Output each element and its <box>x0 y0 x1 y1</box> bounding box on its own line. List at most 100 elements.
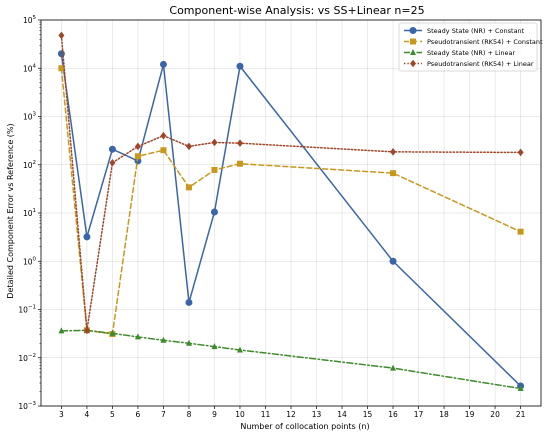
y-tick-label: 100 <box>23 256 37 266</box>
series-1-point <box>389 257 397 265</box>
y-tick-base: 10 <box>23 257 33 266</box>
series-4-point <box>109 158 116 167</box>
series-2-point <box>134 153 141 160</box>
legend-swatch-marker <box>410 59 416 68</box>
series-1-point <box>159 60 167 68</box>
series-2-point <box>236 160 243 167</box>
legend-label: Steady State (NR) + Constant <box>427 27 525 35</box>
x-tick-label: 4 <box>85 410 90 419</box>
y-axis-label: Detailed Component Error vs Reference (%… <box>6 123 15 298</box>
series-3-point <box>185 339 192 346</box>
series-4-point <box>83 326 90 335</box>
series-4-point <box>185 142 192 151</box>
series-4-point <box>390 148 397 156</box>
y-tick-exponent: 5 <box>33 15 37 21</box>
y-tick-label: 105 <box>23 15 37 25</box>
series-4-point <box>236 139 243 147</box>
x-tick-label: 21 <box>516 410 526 419</box>
x-tick-label: 19 <box>465 410 475 419</box>
legend: Steady State (NR) + Constant Pseudotransi… <box>398 22 543 72</box>
x-tick-label: 11 <box>261 410 271 419</box>
y-tick-exponent: 4 <box>33 63 37 69</box>
legend-label: Steady State (NR) + Linear <box>427 49 516 57</box>
series-1-point <box>83 233 91 241</box>
x-tick-label: 10 <box>235 410 245 419</box>
y-tick-label: 104 <box>23 63 37 73</box>
axis-ticks: 3 4 5 6 7 8 9 10 11 12 13 14 15 16 17 18 19 20 2110−310−21… <box>18 15 525 419</box>
x-tick-label: 20 <box>490 410 500 419</box>
series-1-line <box>60 52 522 387</box>
series-4-point <box>134 142 141 151</box>
x-tick-label: 12 <box>286 410 296 419</box>
y-tick-label: 101 <box>23 208 36 218</box>
series-3-point <box>211 343 218 350</box>
series-2-point <box>58 65 65 72</box>
y-tick-label: 103 <box>23 112 37 122</box>
series-3-point <box>160 336 167 343</box>
series-3-point <box>236 346 243 353</box>
y-tick-exponent: −2 <box>28 353 36 359</box>
y-tick-label: 10−1 <box>18 305 36 315</box>
series-1-point <box>185 298 193 306</box>
legend-label: Pseudotransient (RK54) + Linear <box>427 60 534 68</box>
y-tick-base: 10 <box>23 161 33 170</box>
series-4-line <box>60 34 522 332</box>
series-4 <box>58 31 524 335</box>
legend-label: Pseudotransient (RK54) + Constant <box>427 38 543 46</box>
legend-swatch-marker <box>410 49 416 55</box>
x-tick-label: 16 <box>388 410 398 419</box>
chart-title: Component-wise Analysis: vs SS+Linear n=… <box>169 4 424 17</box>
series-1-point <box>108 145 116 153</box>
legend-swatch-marker <box>409 27 417 34</box>
y-tick-exponent: 0 <box>33 256 37 262</box>
x-tick-label: 9 <box>212 410 217 419</box>
y-tick-base: 10 <box>18 306 28 315</box>
series-2-point <box>390 170 397 177</box>
x-tick-label: 17 <box>414 410 424 419</box>
x-tick-label: 18 <box>439 410 449 419</box>
x-axis-label: Number of collocation points (n) <box>240 422 369 431</box>
series-1 <box>57 50 525 390</box>
y-tick-exponent: 3 <box>33 112 37 118</box>
series-2-point <box>185 184 192 191</box>
series-4-point <box>211 138 218 147</box>
series-3-point <box>134 333 141 340</box>
series-3-point <box>517 385 524 392</box>
series-3-point <box>109 329 116 336</box>
y-tick-base: 10 <box>18 402 28 411</box>
series-4-point <box>517 148 524 157</box>
series-4-point <box>160 131 167 140</box>
y-tick-exponent: −3 <box>28 401 37 407</box>
x-tick-label: 15 <box>363 410 373 419</box>
series-3-point <box>390 364 397 371</box>
x-tick-label: 8 <box>187 410 192 419</box>
series-1-point <box>236 62 244 70</box>
x-tick-label: 14 <box>337 410 347 419</box>
y-tick-label: 10−2 <box>18 353 36 363</box>
y-tick-exponent: 1 <box>33 208 37 214</box>
y-tick-exponent: 2 <box>33 160 37 166</box>
x-tick-label: 13 <box>312 410 322 419</box>
series-layer <box>57 31 525 392</box>
series-2-point <box>211 166 218 173</box>
x-tick-label: 5 <box>110 410 115 419</box>
y-tick-base: 10 <box>23 113 33 122</box>
x-tick-label: 3 <box>59 410 64 419</box>
y-tick-label: 10−3 <box>18 401 36 411</box>
series-4-point <box>58 31 65 40</box>
series-1-point <box>210 208 218 216</box>
y-tick-exponent: −1 <box>28 305 36 311</box>
series-3-point <box>58 327 65 334</box>
y-tick-label: 102 <box>23 160 36 170</box>
y-tick-base: 10 <box>18 354 28 363</box>
y-tick-base: 10 <box>23 16 33 25</box>
legend-box <box>398 22 538 72</box>
series-2-point <box>160 147 167 154</box>
series-2-point <box>517 228 524 235</box>
x-tick-label: 7 <box>161 410 166 419</box>
y-tick-base: 10 <box>23 209 33 218</box>
legend-swatch-marker <box>410 38 416 45</box>
x-tick-label: 6 <box>136 410 141 419</box>
y-tick-base: 10 <box>23 64 33 73</box>
